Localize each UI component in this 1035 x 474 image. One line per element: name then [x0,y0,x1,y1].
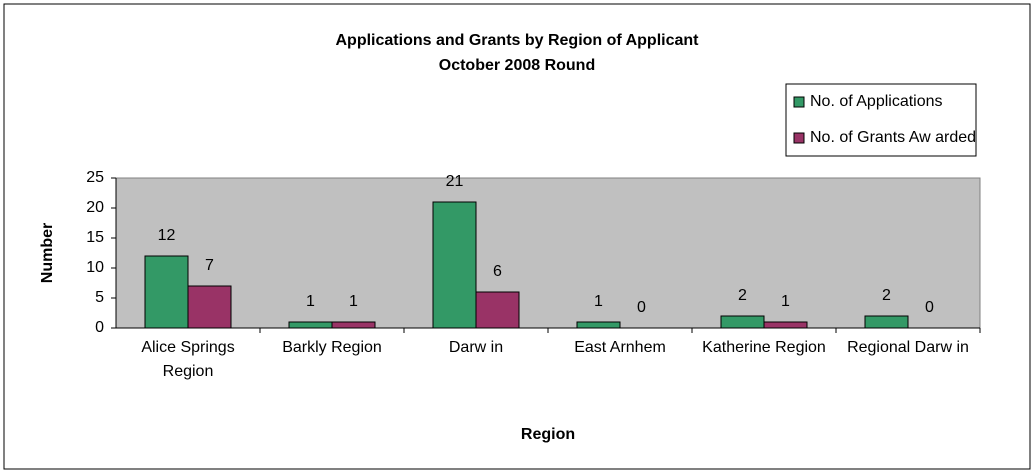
x-axis-title: Region [521,426,575,443]
data-label: 21 [446,173,464,190]
legend-swatch [793,132,805,144]
data-label: 1 [594,293,603,310]
data-label: 1 [306,293,315,310]
chart-title: Applications and Grants by Region of App… [336,32,700,49]
x-tick-label: Regional Darw in [847,339,969,356]
bar [720,315,765,329]
data-label: 1 [781,293,790,310]
legend-label: No. of Grants Aw arded [810,129,976,146]
x-tick-label: East Arnhem [574,339,666,356]
plot-area [115,177,981,329]
y-tick-label: 10 [86,259,104,276]
bar [576,321,621,329]
y-tick-label: 20 [86,199,104,216]
bar [864,315,909,329]
bar [331,321,376,329]
x-tick-label: Darw in [448,339,504,356]
y-axis-title: Number [39,223,56,283]
bar [475,291,520,329]
data-label: 2 [738,287,747,304]
data-label: 1 [349,293,358,310]
data-label: 0 [925,299,934,316]
bar [432,201,477,329]
data-label: 12 [158,227,176,244]
data-label: 2 [882,287,891,304]
legend-box [785,83,977,157]
y-tick-label: 0 [95,319,104,336]
bar [144,255,189,329]
x-tick-label: Katherine Region [702,339,826,356]
y-tick-label: 25 [86,169,104,186]
bar [763,321,808,329]
y-tick-label: 15 [86,229,104,246]
legend-swatch [793,96,805,108]
legend-label: No. of Applications [810,93,943,110]
data-label: 6 [493,263,502,280]
bar [187,285,232,329]
bar [288,321,333,329]
data-label: 7 [205,257,214,274]
x-tick-label: Barkly Region [282,339,382,356]
x-tick-label: Alice Springs Region [141,339,235,380]
chart-subtitle: October 2008 Round [439,57,595,74]
y-tick-label: 5 [95,289,104,306]
data-label: 0 [637,299,646,316]
